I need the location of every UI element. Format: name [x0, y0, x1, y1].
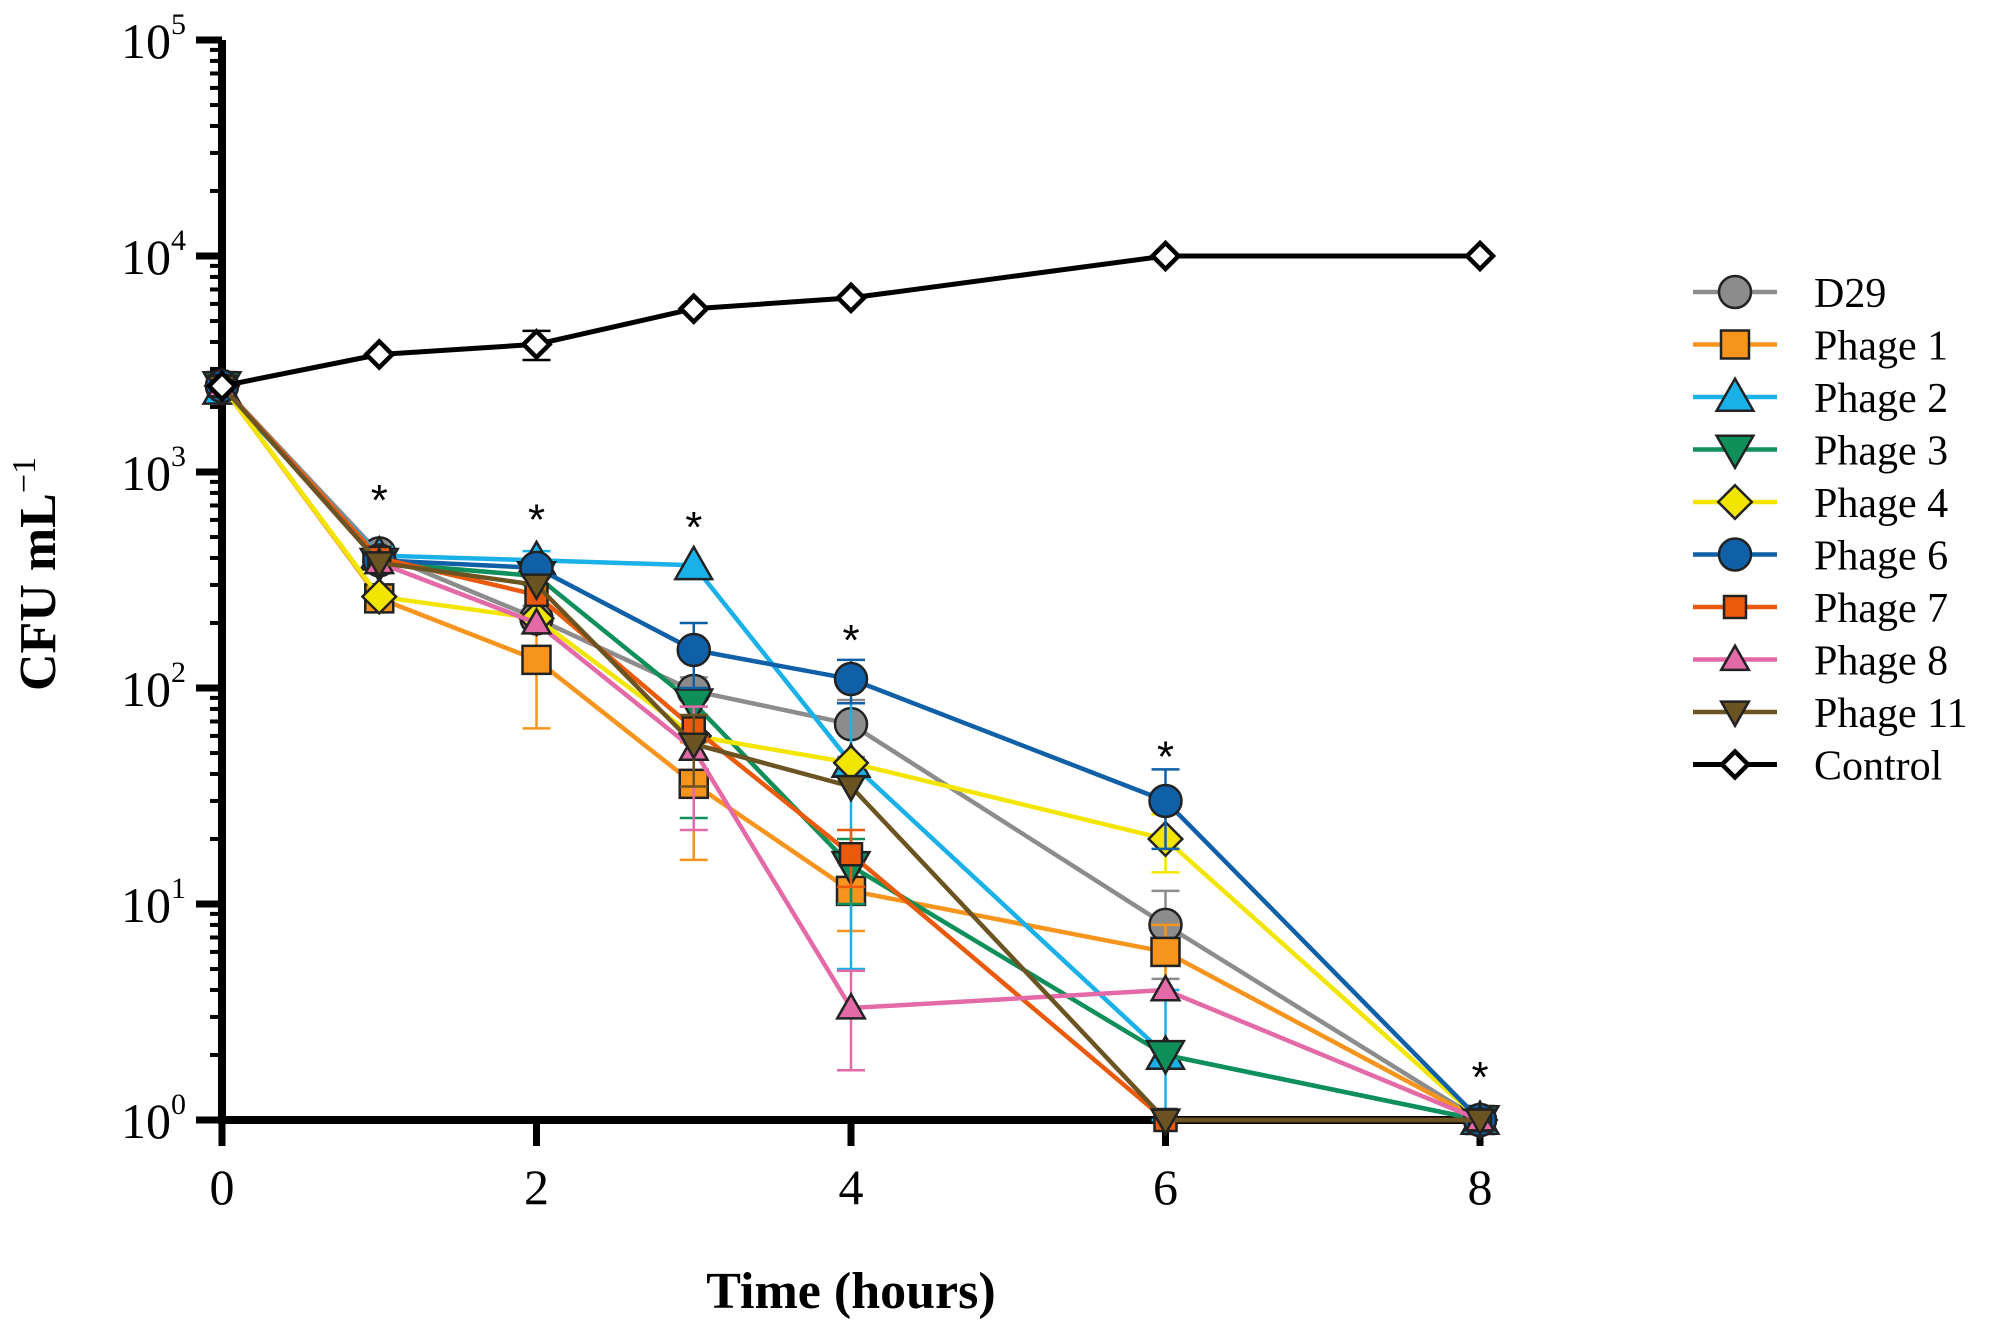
legend-item-phage-3: Phage 3	[1693, 429, 1948, 475]
legend-label: Phage 2	[1814, 376, 1948, 422]
data-point	[360, 578, 398, 616]
data-point	[834, 281, 868, 315]
data-point	[1149, 973, 1182, 1002]
x-axis-title: Time (hours)	[706, 1263, 995, 1320]
legend-item-phage-7: Phage 7	[1693, 586, 1948, 632]
legend-marker	[1716, 483, 1754, 521]
significance-layer: * * * * * *	[371, 476, 1489, 1102]
x-tick-label: 2	[524, 1159, 549, 1215]
legend-marker	[1714, 376, 1756, 413]
axes: 100 101 102 103 104 105 0 2 4 6 8	[121, 8, 1493, 1215]
data-point	[1144, 1039, 1187, 1076]
data-point	[363, 551, 396, 580]
y-tick-label: 105	[121, 8, 186, 69]
legend-marker	[1722, 594, 1748, 620]
legend-marker	[1718, 748, 1752, 781]
data-point	[1149, 239, 1182, 273]
data-point	[677, 732, 710, 761]
legend-item-phage-11: Phage 11	[1693, 691, 1968, 737]
legend-marker	[1717, 537, 1753, 572]
y-axis-title-group: CFU mL−1	[6, 457, 67, 691]
legend-item-phage-4: Phage 4	[1693, 481, 1948, 527]
data-point	[835, 991, 867, 1020]
significance-star: *	[685, 503, 702, 552]
significance-star: *	[1157, 732, 1174, 781]
data-point	[520, 606, 553, 635]
legend-label: D29	[1814, 271, 1886, 317]
data-point	[205, 369, 239, 403]
y-tick-label: 104	[121, 224, 186, 285]
significance-star: *	[528, 495, 545, 544]
series-phage-11	[206, 374, 1496, 1137]
legend-label: Phage 7	[1814, 586, 1948, 632]
x-tick-label: 4	[839, 1159, 864, 1215]
data-point	[521, 644, 552, 676]
data-point	[676, 632, 711, 668]
y-axis-title: CFU mL−1	[6, 457, 67, 691]
legend-item-phage-2: Phage 2	[1693, 376, 1948, 422]
data-point	[520, 573, 553, 602]
significance-star: *	[371, 476, 388, 525]
legend-marker	[1719, 700, 1751, 729]
y-axis-title-main: CFU mL	[10, 493, 67, 691]
data-point	[1148, 783, 1183, 819]
data-point	[1149, 1108, 1182, 1137]
legend-label: Phage 1	[1814, 324, 1948, 370]
legend-item-d29: D29	[1693, 271, 1886, 317]
legend-item-phage-1: Phage 1	[1693, 324, 1948, 370]
legend-item-phage-6: Phage 6	[1693, 534, 1948, 580]
data-point	[1150, 936, 1181, 968]
x-tick-label: 0	[210, 1159, 235, 1215]
data-point	[1464, 1108, 1496, 1137]
y-axis-title-exponent: −1	[6, 457, 43, 493]
legend: D29 Phage 1 Phage 2 Phage 3 Phage 4 Phage 6 Ph…	[1693, 271, 1968, 790]
legend-marker	[1719, 329, 1751, 360]
legend-label: Phage 6	[1814, 534, 1948, 580]
legend-item-control: Control	[1693, 744, 1942, 790]
data-point	[835, 774, 867, 803]
y-tick-label: 101	[121, 872, 186, 933]
x-tick-label: 8	[1468, 1159, 1493, 1215]
legend-label: Phage 11	[1814, 691, 1968, 737]
y-tick-label: 102	[121, 656, 186, 717]
data-point	[838, 841, 864, 867]
y-tick-label: 103	[121, 440, 186, 501]
legend-marker	[1719, 643, 1751, 672]
y-tick-label: 100	[121, 1088, 186, 1149]
significance-star: *	[1471, 1053, 1488, 1102]
significance-star: *	[842, 616, 859, 665]
legend-label: Phage 3	[1814, 429, 1948, 475]
legend-label: Control	[1814, 744, 1942, 790]
data-point	[677, 292, 710, 325]
data-point	[833, 661, 869, 697]
series-control	[205, 239, 1497, 403]
legend-item-phage-8: Phage 8	[1693, 639, 1948, 685]
legend-marker	[1717, 274, 1753, 310]
data-point	[363, 338, 396, 371]
x-tick-label: 6	[1153, 1159, 1178, 1215]
data-point	[1463, 239, 1497, 273]
legend-marker	[1714, 434, 1756, 471]
series-layer	[201, 239, 1501, 1141]
legend-label: Phage 8	[1814, 639, 1948, 685]
series-line	[221, 253, 1480, 389]
data-point	[520, 328, 553, 361]
legend-label: Phage 4	[1814, 481, 1948, 527]
data-point	[673, 544, 715, 581]
